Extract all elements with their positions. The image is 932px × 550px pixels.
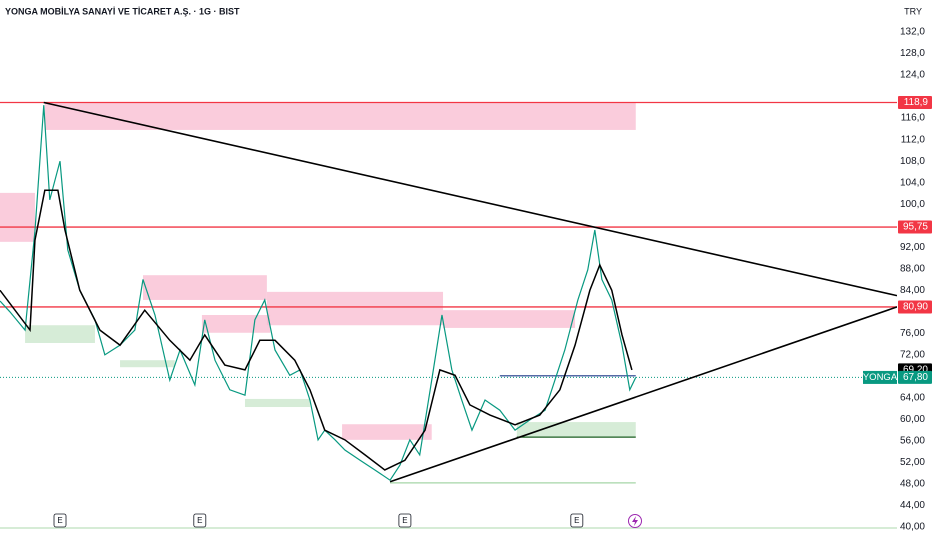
price-line xyxy=(0,189,633,471)
event-marker xyxy=(570,513,584,528)
zone xyxy=(516,422,636,438)
y-tick-label: 104,0 xyxy=(900,177,925,188)
zone xyxy=(44,103,636,130)
y-tick-label: 40,00 xyxy=(900,522,925,533)
event-label: E xyxy=(402,516,407,525)
event-marker xyxy=(193,513,207,528)
x-tick-label: Kas xyxy=(667,536,684,547)
y-tick-label: 56,00 xyxy=(900,436,925,447)
y-tick-label: 124,0 xyxy=(900,70,925,81)
zone xyxy=(0,192,35,242)
y-tick-label: 44,00 xyxy=(900,500,925,511)
x-tick-label: Nis xyxy=(845,536,859,547)
x-tick-label: 2025 xyxy=(312,536,334,547)
event-label: E xyxy=(574,516,579,525)
symbol-tag: YONGA xyxy=(863,372,898,383)
x-tick-label: Tem xyxy=(525,536,543,547)
x-tick-label: Ağu xyxy=(561,536,578,547)
y-tick-label: 64,00 xyxy=(900,393,925,404)
plot-area: May Tem Ağu Eyl Eki Kas Ara 2025 Mar May Tem Ağu Eyl… xyxy=(0,101,897,547)
x-tick-label: Eyl xyxy=(598,536,611,547)
symbol-tag-box xyxy=(863,370,897,384)
level-label-box xyxy=(898,95,932,109)
trendline xyxy=(389,306,897,483)
price-line xyxy=(0,105,637,482)
y-tick-label: 84,00 xyxy=(900,285,925,296)
y-tick-label: 88,00 xyxy=(900,263,925,274)
level-label-box xyxy=(898,300,932,314)
y-tick-label: 60,00 xyxy=(900,414,925,425)
x-tick-label: Ara xyxy=(280,536,296,547)
price-last-label: 67,80 xyxy=(903,372,928,383)
x-tick-label: 2026 xyxy=(735,536,756,547)
event-marker xyxy=(398,513,412,528)
zone xyxy=(443,310,576,328)
price-last-label-box xyxy=(898,370,932,384)
level-label: 118,9 xyxy=(904,97,929,108)
level-label-box xyxy=(898,220,932,234)
zone xyxy=(244,398,310,408)
zone xyxy=(120,360,175,368)
level-label: 95,75 xyxy=(903,222,928,233)
zone xyxy=(25,325,95,343)
currency: TRY xyxy=(904,6,922,16)
x-tick-label: May xyxy=(455,536,473,547)
y-tick-label: 128,0 xyxy=(900,48,925,59)
y-tick-label: 72,00 xyxy=(900,349,925,360)
x-tick-label: Mar xyxy=(385,536,401,547)
zone xyxy=(142,275,267,300)
y-tick-label: 100,0 xyxy=(900,199,925,210)
x-tick-label: Ma xyxy=(881,536,895,547)
lightning-icon[interactable] xyxy=(628,514,642,528)
x-tick-label: Mar xyxy=(808,536,824,547)
zone xyxy=(201,315,271,333)
zone xyxy=(342,424,432,440)
y-tick-label: 108,0 xyxy=(900,156,925,167)
event-label: E xyxy=(197,516,202,525)
y-tick-label: 132,0 xyxy=(900,27,925,38)
y-tick-label: 76,00 xyxy=(900,328,925,339)
event-label: E xyxy=(57,516,62,525)
y-tick-label: 92,00 xyxy=(900,242,925,253)
x-tick-label: Eyl xyxy=(174,536,187,547)
y-tick-label: 52,00 xyxy=(900,457,925,468)
chart-title: YONGA MOBİLYA SANAYİ VE TİCARET A.Ş. · 1… xyxy=(5,6,240,16)
y-tick-label: 112,0 xyxy=(901,134,926,145)
level-label: 80,90 xyxy=(903,302,928,313)
event-marker xyxy=(53,513,67,528)
x-tick-label: Eki xyxy=(633,536,646,547)
x-tick-label: Ağu xyxy=(137,536,154,547)
x-tick-label: Eki xyxy=(210,536,223,547)
x-tick-label: Tem xyxy=(102,536,120,547)
ma-last-label: 69,20 xyxy=(903,365,928,376)
x-tick-label: May xyxy=(31,536,49,547)
y-tick-label: 48,00 xyxy=(900,479,925,490)
y-tick-label: 116,0 xyxy=(901,113,926,124)
zone xyxy=(266,291,444,326)
x-tick-label: Kas xyxy=(244,536,261,547)
trendline xyxy=(43,101,897,297)
